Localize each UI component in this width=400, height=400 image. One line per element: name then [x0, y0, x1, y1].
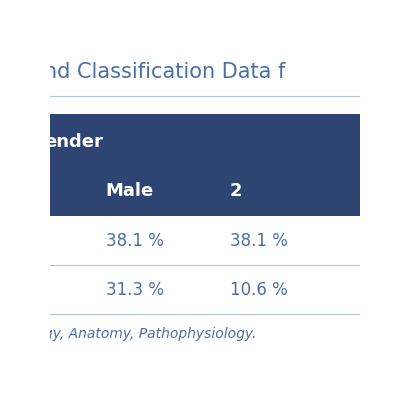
Text: nd Classification Data f: nd Classification Data f [44, 62, 285, 82]
FancyBboxPatch shape [44, 114, 366, 216]
Text: ender: ender [44, 133, 103, 151]
Text: 10.6 %: 10.6 % [230, 281, 288, 299]
Text: Male: Male [106, 182, 154, 200]
Text: 38.1 %: 38.1 % [106, 232, 164, 250]
Text: gy, Anatomy, Pathophysiology.: gy, Anatomy, Pathophysiology. [44, 328, 256, 342]
Text: 2: 2 [230, 182, 242, 200]
Text: 38.1 %: 38.1 % [230, 232, 288, 250]
Text: 31.3 %: 31.3 % [106, 281, 164, 299]
